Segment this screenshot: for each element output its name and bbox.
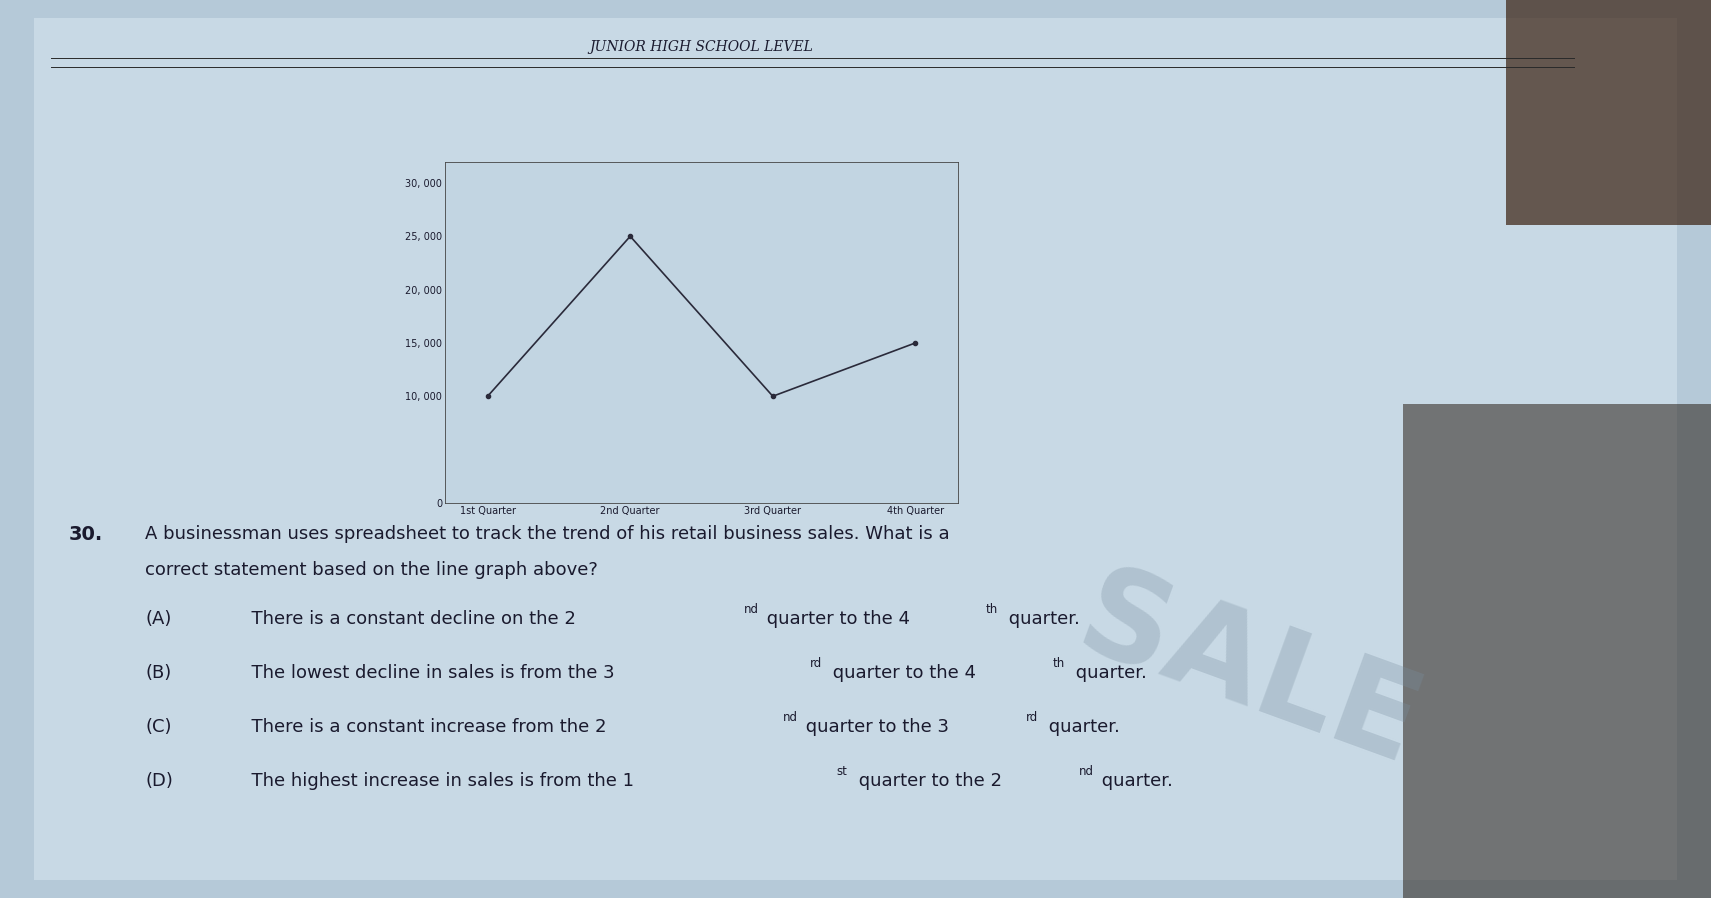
Text: SALE: SALE — [1063, 557, 1436, 790]
Text: quarter to the 2: quarter to the 2 — [854, 771, 1003, 789]
Text: A businessman uses spreadsheet to track the trend of his retail business sales. : A businessman uses spreadsheet to track … — [145, 525, 950, 543]
Text: (D): (D) — [145, 771, 173, 789]
Text: (C): (C) — [145, 718, 171, 735]
Text: (A): (A) — [145, 610, 171, 628]
Text: quarter to the 4: quarter to the 4 — [761, 610, 910, 628]
Text: JUNIOR HIGH SCHOOL LEVEL: JUNIOR HIGH SCHOOL LEVEL — [590, 40, 813, 55]
Text: th: th — [1052, 657, 1064, 670]
Text: nd: nd — [1080, 765, 1093, 778]
Text: quarter to the 3: quarter to the 3 — [801, 718, 950, 735]
Text: (B): (B) — [145, 664, 171, 682]
Text: quarter.: quarter. — [1069, 664, 1146, 682]
Text: quarter.: quarter. — [1044, 718, 1121, 735]
Text: There is a constant decline on the 2: There is a constant decline on the 2 — [240, 610, 575, 628]
Text: 30.: 30. — [68, 525, 103, 544]
Text: quarter.: quarter. — [1097, 771, 1174, 789]
Text: nd: nd — [784, 711, 799, 724]
Text: The highest increase in sales is from the 1: The highest increase in sales is from th… — [240, 771, 633, 789]
Text: rd: rd — [809, 657, 821, 670]
Text: quarter.: quarter. — [1003, 610, 1080, 628]
Text: st: st — [837, 765, 847, 778]
Text: rd: rd — [1027, 711, 1039, 724]
Text: th: th — [986, 603, 998, 616]
Text: quarter to the 4: quarter to the 4 — [826, 664, 975, 682]
Text: nd: nd — [743, 603, 758, 616]
Text: The lowest decline in sales is from the 3: The lowest decline in sales is from the … — [240, 664, 614, 682]
Text: There is a constant increase from the 2: There is a constant increase from the 2 — [240, 718, 606, 735]
Text: correct statement based on the line graph above?: correct statement based on the line grap… — [145, 561, 599, 579]
